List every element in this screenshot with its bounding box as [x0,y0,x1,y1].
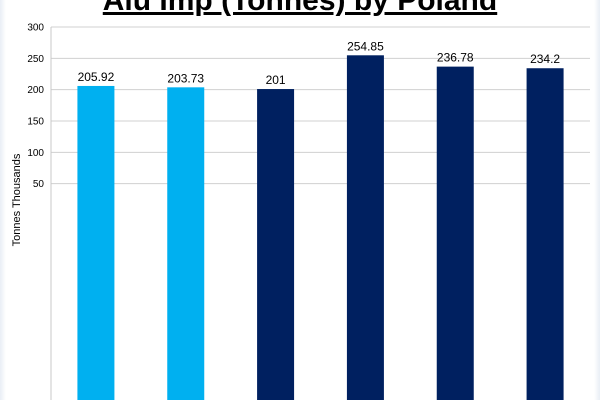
y-tick-label: 300 [27,23,44,34]
bar [167,87,205,400]
y-tick-label: 100 [27,148,44,159]
gridlines [50,26,590,400]
data-label: 236.78 [437,51,474,65]
data-label: 201 [266,73,286,87]
y-tick-label: 250 [27,54,44,65]
bar [77,85,115,400]
data-label: 254.85 [347,39,384,53]
bars [77,55,564,400]
data-label: 203.73 [167,71,204,85]
bar [526,68,564,400]
data-label: 205.92 [78,70,115,84]
bar [346,55,384,400]
data-label: 234.2 [530,52,560,66]
y-tick-label: 150 [27,117,44,128]
bar [257,89,295,400]
y-tick-label: 200 [27,85,44,96]
chart-title: Alu Imp (Tonnes) by Poland [102,0,498,17]
y-tick-label: 50 [33,179,45,190]
data-labels: 205.92 203.73 201 254.85 236.78 234.2 [78,39,561,87]
y-axis-ticks: 50 100 150 200 250 300 [27,23,44,191]
bar [436,66,474,400]
